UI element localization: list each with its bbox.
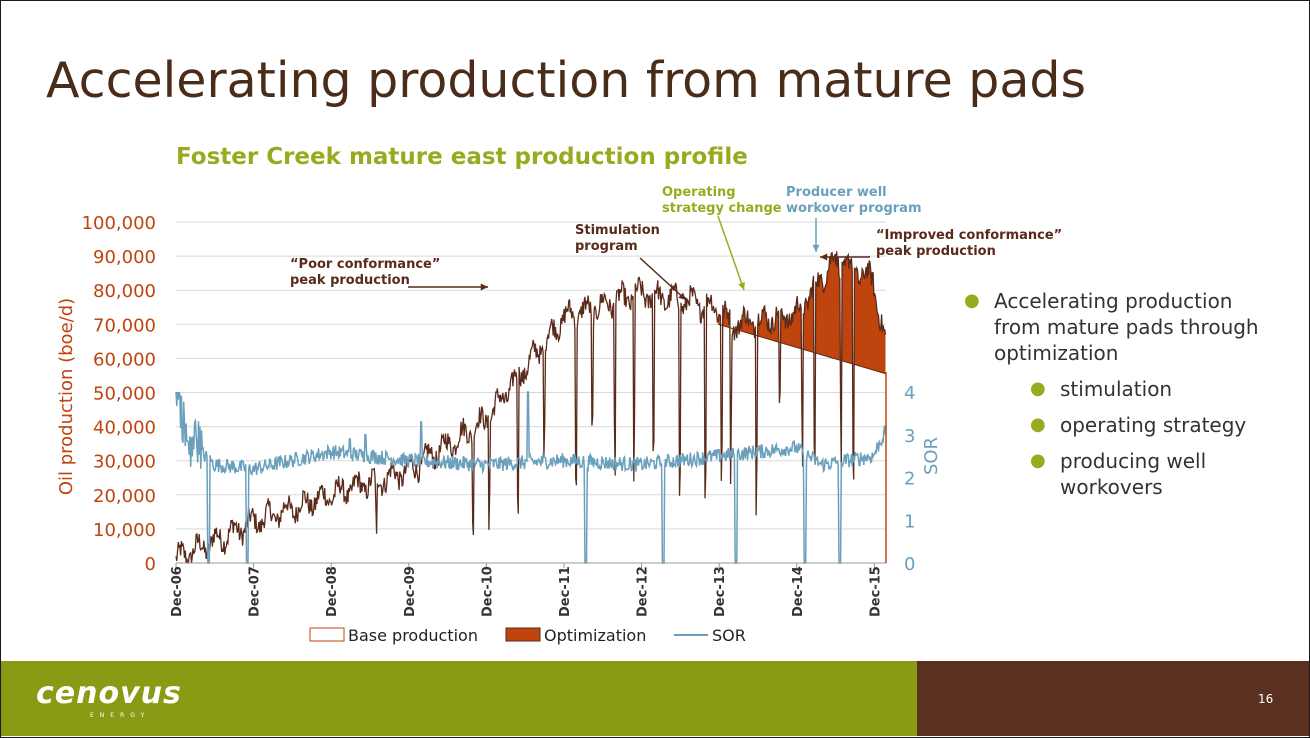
annotation-text: program (575, 239, 638, 254)
y-tick-label: 10,000 (93, 520, 156, 541)
y-tick-label: 40,000 (93, 418, 156, 439)
y2-tick-label: 0 (904, 554, 915, 575)
y-tick-label: 90,000 (93, 247, 156, 268)
chart-title: Foster Creek mature east production prof… (176, 144, 748, 170)
annotation-text: strategy change (662, 201, 782, 216)
annotation-text: Stimulation (575, 223, 660, 238)
annotation-text: “Improved conformance” (876, 228, 1062, 243)
gridlines (176, 221, 886, 530)
x-tick-label: Dec-08 (325, 566, 340, 617)
annotation-text: peak production (876, 244, 996, 259)
bullet-dot-icon: ● (1030, 378, 1046, 399)
footer-bar-green (1, 661, 917, 736)
x-tick-label: Dec-09 (403, 566, 418, 617)
x-tick-label: Dec-13 (713, 566, 728, 617)
bullet-sub-1: ● stimulation (1030, 376, 1280, 402)
y2-tick-label: 3 (904, 426, 915, 447)
annotation-text: peak production (290, 273, 410, 288)
y2-tick-label: 2 (904, 469, 915, 490)
y-tick-label: 100,000 (82, 213, 156, 234)
x-tick-label: Dec-12 (636, 566, 651, 617)
bullet-dot-icon: ● (964, 290, 980, 311)
arrowhead-icon (812, 244, 820, 252)
bullet-sub-text: producing well workovers (1060, 449, 1207, 499)
bullet-main: ● Accelerating production from mature pad… (964, 288, 1264, 366)
chart-legend: Base production Optimization SOR (309, 626, 746, 645)
bullet-dot-icon: ● (1030, 414, 1046, 435)
y2-tick-label: 1 (904, 511, 915, 532)
production-line (175, 251, 887, 564)
optimization-area (718, 251, 887, 375)
x-tick-label: Dec-14 (791, 566, 806, 617)
base-decline-line (718, 323, 887, 375)
legend-label: Optimization (544, 626, 646, 645)
axes: 0 10,000 20,000 30,000 40,000 50,000 60,000 70,… (56, 213, 942, 617)
production-chart: 0 10,000 20,000 30,000 40,000 50,000 60,000 70,… (56, 185, 1062, 645)
page-number: 16 (1258, 692, 1274, 706)
y-tick-label: 20,000 (93, 486, 156, 507)
annotations: “Poor conformance”peak productionStimula… (290, 185, 1062, 301)
logo-subtext: ENERGY (90, 712, 151, 719)
x-tick-label: Dec-10 (480, 566, 495, 617)
bullet-sub-text: stimulation (1060, 377, 1173, 401)
bullet-main-text: Accelerating production from mature pads… (994, 289, 1259, 365)
y-tick-label: 30,000 (93, 452, 156, 473)
sor-series (175, 391, 887, 564)
arrowhead-icon (678, 292, 686, 300)
x-tick-label: Dec-07 (248, 566, 263, 617)
bullet-sub-2: ● operating strategy (1030, 412, 1280, 438)
annotation: “Poor conformance”peak production (290, 257, 488, 291)
bullet-sub-3: ● producing well workovers (1030, 448, 1280, 500)
arrowhead-icon (480, 283, 488, 291)
footer-bar-brown (917, 661, 1309, 736)
y-tick-label: 80,000 (93, 281, 156, 302)
production-series (175, 251, 887, 564)
y-tick-label: 60,000 (93, 349, 156, 370)
bullet-dot-icon: ● (1030, 450, 1046, 471)
legend-label: SOR (712, 626, 746, 645)
legend-swatch-base (309, 627, 345, 642)
annotation-arrow (717, 215, 745, 291)
annotation-arrow (639, 257, 687, 301)
annotation-text: Operating (662, 185, 736, 200)
y-tick-label: 50,000 (93, 384, 156, 405)
y2-tick-label: 4 (904, 383, 915, 404)
optimization-fill (718, 251, 886, 374)
legend-swatch-optimization (505, 627, 541, 642)
y-axis-title: Oil production (boe/d) (56, 298, 77, 495)
cenovus-logo: cenovus (36, 676, 182, 711)
bullet-list: ● Accelerating production from mature pad… (964, 288, 1280, 500)
bullet-sub-text: operating strategy (1060, 413, 1247, 437)
x-tick-label: Dec-06 (170, 566, 185, 617)
y-tick-label: 0 (145, 554, 156, 575)
annotation: “Improved conformance”peak production (820, 228, 1062, 261)
arrowhead-icon (738, 282, 745, 290)
annotation-text: “Poor conformance” (290, 257, 440, 272)
x-tick-label: Dec-15 (868, 566, 883, 617)
arrowhead-icon (820, 253, 828, 261)
sor-line (175, 391, 887, 564)
annotation-text: workover program (786, 201, 922, 216)
annotation-text: Producer well (786, 185, 887, 200)
y2-axis-title: SOR (921, 437, 942, 475)
slide-title: Accelerating production from mature pads (46, 52, 1087, 109)
y-tick-label: 70,000 (93, 315, 156, 336)
legend-label: Base production (348, 626, 478, 645)
x-tick-label: Dec-11 (558, 566, 573, 617)
